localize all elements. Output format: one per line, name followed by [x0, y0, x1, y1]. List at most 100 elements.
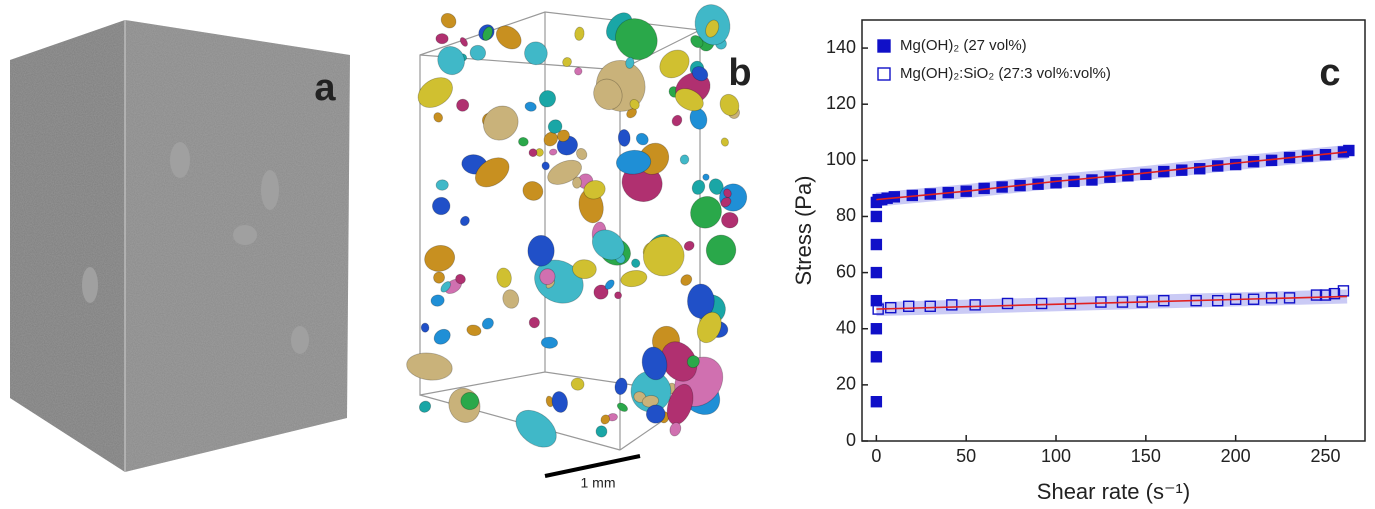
- data-point: [1141, 169, 1151, 179]
- data-point: [1195, 164, 1205, 174]
- particle: [520, 178, 546, 203]
- y-tick-label: 0: [846, 430, 856, 450]
- data-point: [871, 352, 881, 362]
- x-tick-label: 150: [1131, 446, 1161, 466]
- particle: [518, 137, 529, 147]
- x-tick-label: 0: [871, 446, 881, 466]
- box-texture: [10, 20, 125, 472]
- particle: [454, 97, 471, 114]
- y-tick-label: 120: [826, 93, 856, 113]
- particle: [528, 235, 554, 266]
- particle: [421, 323, 429, 332]
- particle: [466, 324, 482, 337]
- particle: [422, 242, 458, 274]
- particle: [549, 148, 558, 156]
- particle: [630, 257, 641, 269]
- particle: [550, 390, 569, 413]
- particle: [477, 99, 526, 147]
- inclusion: [170, 142, 190, 178]
- particle: [690, 178, 707, 196]
- panel-a: a: [10, 20, 350, 472]
- particle: [618, 129, 631, 146]
- y-axis-label: Stress (Pa): [791, 175, 816, 285]
- particle: [570, 377, 586, 392]
- panel-label: a: [314, 67, 336, 109]
- particle: [616, 401, 629, 413]
- particle: [595, 425, 608, 439]
- particle: [438, 10, 459, 31]
- data-point: [871, 397, 881, 407]
- data-point: [871, 240, 881, 250]
- legend-symbol: [878, 40, 890, 52]
- particle: [529, 148, 538, 157]
- particle: [459, 214, 472, 227]
- particle: [536, 87, 559, 110]
- fit-line: [876, 152, 1347, 200]
- particle: [541, 337, 558, 349]
- data-point: [1231, 160, 1241, 170]
- particle: [679, 154, 689, 165]
- particle: [432, 111, 444, 124]
- particle: [509, 403, 563, 455]
- x-tick-label: 50: [956, 446, 976, 466]
- particle: [702, 173, 710, 181]
- particle: [492, 21, 526, 54]
- particle: [501, 288, 521, 310]
- particle: [574, 27, 585, 41]
- figure: a 1 mm b 0 20 40 60 80 100 120 140 0 50 100 150 200 2…: [0, 0, 1375, 509]
- particle: [720, 137, 729, 147]
- particle: [405, 350, 454, 382]
- data-point: [1051, 178, 1061, 188]
- particles: [405, 1, 752, 455]
- particle: [480, 316, 496, 331]
- y-tick-label: 60: [836, 261, 856, 281]
- particle: [614, 377, 629, 396]
- particle: [459, 36, 469, 47]
- particle: [436, 179, 449, 190]
- particle: [413, 71, 459, 113]
- particle: [431, 196, 451, 216]
- y-tick-label: 40: [836, 317, 856, 337]
- y-tick-label: 140: [826, 37, 856, 57]
- particle: [431, 326, 453, 347]
- x-tick-label: 100: [1041, 446, 1071, 466]
- data-point: [1087, 175, 1097, 185]
- x-tick-label: 250: [1310, 446, 1340, 466]
- particle: [619, 268, 648, 288]
- particle: [683, 239, 696, 252]
- particle: [436, 33, 449, 44]
- particle: [613, 291, 623, 301]
- particle: [529, 317, 540, 328]
- plot-frame: [862, 20, 1365, 441]
- scale-bar: [545, 456, 640, 476]
- scale-bar-label: 1 mm: [581, 475, 616, 491]
- particle: [679, 272, 694, 287]
- panel-label: b: [728, 52, 751, 94]
- particle: [433, 42, 469, 79]
- data-point: [871, 211, 881, 221]
- legend-label: Mg(OH)₂ (27 vol%): [900, 37, 1027, 54]
- legend-symbol: [878, 68, 890, 80]
- particle: [461, 392, 479, 409]
- inclusion: [291, 326, 309, 354]
- inclusion: [261, 170, 279, 210]
- y-tick-label: 80: [836, 205, 856, 225]
- x-tick-label: 200: [1221, 446, 1251, 466]
- particle: [430, 294, 445, 307]
- particle: [541, 161, 551, 171]
- y-tick-label: 100: [826, 149, 856, 169]
- data-point: [871, 324, 881, 334]
- data-point: [1344, 146, 1354, 156]
- data-point: [1069, 176, 1079, 186]
- inclusion: [82, 267, 98, 303]
- particle: [702, 231, 739, 269]
- particle: [524, 101, 537, 112]
- panel-label: c: [1319, 52, 1340, 94]
- particle: [417, 399, 433, 415]
- data-point: [871, 268, 881, 278]
- particle: [670, 113, 684, 127]
- y-tick-label: 20: [836, 374, 856, 394]
- particle: [721, 212, 738, 228]
- inclusion: [233, 225, 257, 245]
